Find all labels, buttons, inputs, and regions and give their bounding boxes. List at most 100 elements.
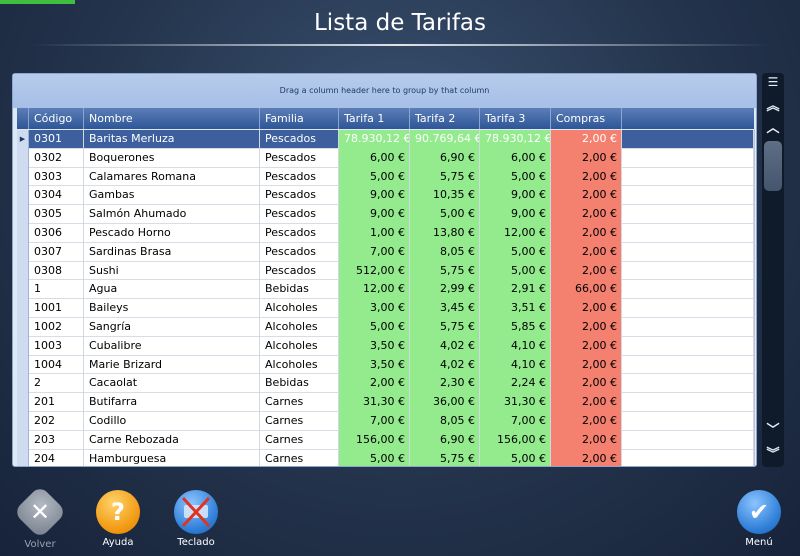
row-indicator <box>17 411 29 431</box>
cell-filler <box>622 355 754 375</box>
cell-familia: Carnes <box>260 411 339 431</box>
row-indicator <box>17 299 29 318</box>
table-row[interactable]: 1003 Cubalibre Alcoholes 3,50 €4,02 €4,10 €… <box>17 336 754 356</box>
row-indicator <box>17 317 29 337</box>
table-row[interactable]: 202 Codillo Carnes 7,00 €8,05 €7,00 €2,00 € <box>17 411 754 431</box>
cell-tarifa1: 31,30 € <box>339 393 410 412</box>
cell-familia: Alcoholes <box>260 355 339 375</box>
cell-codigo: 0308 <box>29 261 84 281</box>
scroll-down-arrow-icon[interactable]: ▼ <box>755 455 756 466</box>
cell-tarifa2: 5,75 € <box>410 449 480 466</box>
table-row[interactable]: 0304 Gambas Pescados 9,00 €10,35 €9,00 €2,0… <box>17 186 754 206</box>
cell-nombre: Boquerones <box>84 148 260 168</box>
keyboard-disabled-icon <box>174 490 218 534</box>
column-header-tarifa2[interactable]: Tarifa 2 <box>410 108 480 129</box>
table-row[interactable]: 204 Hamburguesa Carnes 5,00 €5,75 €5,00 €2,… <box>17 449 754 466</box>
cell-codigo: 1 <box>29 280 84 300</box>
cell-codigo: 1001 <box>29 299 84 318</box>
table-row[interactable]: 0306 Pescado Horno Pescados 1,00 €13,80 €12… <box>17 223 754 243</box>
side-scroll-thumb[interactable] <box>764 141 782 191</box>
cell-codigo: 0301 <box>29 130 84 149</box>
cell-nombre: Gambas <box>84 186 260 206</box>
menu-button[interactable]: ✔ Menú <box>729 490 789 548</box>
cell-codigo: 0305 <box>29 205 84 224</box>
row-indicator <box>17 355 29 375</box>
row-indicator <box>17 430 29 450</box>
cell-filler <box>622 299 754 318</box>
cell-nombre: Agua <box>84 280 260 300</box>
cell-tarifa1: 7,00 € <box>339 411 410 431</box>
cell-tarifa2: 13,80 € <box>410 223 480 243</box>
table-row[interactable]: 1002 Sangría Alcoholes 5,00 €5,75 €5,85 €2,… <box>17 317 754 337</box>
cell-familia: Pescados <box>260 223 339 243</box>
row-up-icon[interactable]: ︿ <box>766 121 780 136</box>
grid-scrollbar[interactable]: ▲ ▼ <box>754 129 756 466</box>
row-indicator <box>17 186 29 206</box>
cell-familia: Pescados <box>260 205 339 224</box>
table-row[interactable]: 0303 Calamares Romana Pescados 5,00 €5,75 €… <box>17 167 754 187</box>
table-row[interactable]: 0307 Sardinas Brasa Pescados 7,00 €8,05 €5,… <box>17 242 754 262</box>
group-by-area[interactable]: Drag a column header here to group by th… <box>13 74 756 108</box>
cell-tarifa3: 5,00 € <box>480 261 551 281</box>
cell-tarifa1: 156,00 € <box>339 430 410 450</box>
cell-nombre: Baileys <box>84 299 260 318</box>
cell-compras: 2,00 € <box>551 242 622 262</box>
table-row[interactable]: 203 Carne Rebozada Carnes 156,00 €6,90 €156… <box>17 430 754 450</box>
column-header-nombre[interactable]: Nombre <box>84 108 260 129</box>
cell-filler <box>622 280 754 300</box>
cell-nombre: Cacaolat <box>84 374 260 394</box>
cell-nombre: Salmón Ahumado <box>84 205 260 224</box>
ayuda-button[interactable]: ? Ayuda <box>88 490 148 548</box>
column-header-codigo[interactable]: Código <box>29 108 84 129</box>
side-navigation: ☰ ︽ ︿ ﹀ ︾ <box>762 73 784 467</box>
row-down-icon[interactable]: ﹀ <box>766 423 780 438</box>
cell-tarifa2: 4,02 € <box>410 355 480 375</box>
cell-tarifa2: 90.769,64 € <box>410 130 480 149</box>
column-header-compras[interactable]: Compras <box>551 108 622 129</box>
table-row[interactable]: 2 Cacaolat Bebidas 2,00 €2,30 €2,24 €2,00 € <box>17 374 754 394</box>
table-row[interactable]: 0308 Sushi Pescados 512,00 €5,75 €5,00 €2,0… <box>17 261 754 281</box>
list-menu-icon[interactable]: ☰ <box>767 75 779 89</box>
scroll-up-arrow-icon[interactable]: ▲ <box>755 129 756 141</box>
column-header-familia[interactable]: Familia <box>260 108 339 129</box>
table-row[interactable]: 1001 Baileys Alcoholes 3,00 €3,45 €3,51 €2,… <box>17 299 754 318</box>
cell-tarifa2: 4,02 € <box>410 336 480 356</box>
page-down-icon[interactable]: ︾ <box>766 447 780 462</box>
cell-tarifa3: 2,24 € <box>480 374 551 394</box>
cell-compras: 2,00 € <box>551 449 622 466</box>
teclado-button[interactable]: Teclado <box>166 490 226 548</box>
cell-codigo: 0303 <box>29 167 84 187</box>
cell-familia: Pescados <box>260 148 339 168</box>
cell-tarifa3: 7,00 € <box>480 411 551 431</box>
table-row[interactable]: 1 Agua Bebidas 12,00 €2,99 €2,91 €66,00 € <box>17 280 754 300</box>
cell-filler <box>622 205 754 224</box>
cell-tarifa2: 36,00 € <box>410 393 480 412</box>
column-header-tarifa1[interactable]: Tarifa 1 <box>339 108 410 129</box>
table-row[interactable]: 1004 Marie Brizard Alcoholes 3,50 €4,02 €4,… <box>17 355 754 375</box>
cell-compras: 2,00 € <box>551 411 622 431</box>
cell-tarifa1: 3,50 € <box>339 336 410 356</box>
volver-label: Volver <box>24 539 56 550</box>
row-indicator <box>17 393 29 412</box>
cell-tarifa3: 9,00 € <box>480 205 551 224</box>
table-row[interactable]: 201 Butifarra Carnes 31,30 €36,00 €31,30 €2… <box>17 393 754 412</box>
table-row[interactable]: ▶ 0301 Baritas Merluza Pescados 78.930,12 €9… <box>17 130 754 149</box>
cell-filler <box>622 449 754 466</box>
cell-nombre: Carne Rebozada <box>84 430 260 450</box>
volver-button[interactable]: ✕ Volver <box>10 485 70 550</box>
cell-codigo: 1003 <box>29 336 84 356</box>
page-up-icon[interactable]: ︽ <box>766 99 780 114</box>
column-header-tarifa3[interactable]: Tarifa 3 <box>480 108 551 129</box>
cell-filler <box>622 242 754 262</box>
table-row[interactable]: 0302 Boquerones Pescados 6,00 €6,90 €6,00 €… <box>17 148 754 168</box>
cell-codigo: 204 <box>29 449 84 466</box>
menu-label: Menú <box>745 537 773 548</box>
cell-tarifa3: 4,10 € <box>480 336 551 356</box>
cell-tarifa2: 10,35 € <box>410 186 480 206</box>
ayuda-label: Ayuda <box>102 537 134 548</box>
table-row[interactable]: 0305 Salmón Ahumado Pescados 9,00 €5,00 €9,… <box>17 205 754 224</box>
cell-familia: Pescados <box>260 186 339 206</box>
column-header-filler <box>622 108 754 129</box>
cell-tarifa1: 3,00 € <box>339 299 410 318</box>
cell-filler <box>622 261 754 281</box>
